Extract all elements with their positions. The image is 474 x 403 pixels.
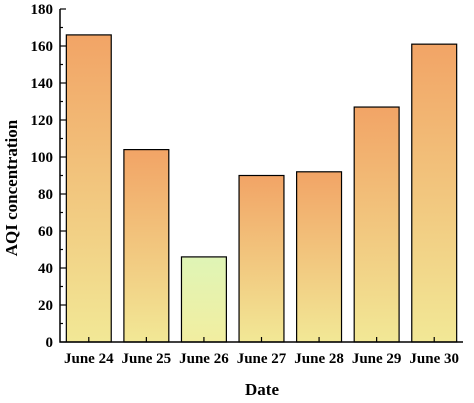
x-tick-label: June 29 [352,351,402,367]
y-tick-label: 140 [31,76,54,92]
y-tick-label: 20 [38,298,53,314]
bar-june-24 [65,34,112,343]
y-tick-label: 120 [31,113,54,129]
x-axis-ticks: June 24 June 25 June 26 June 27 June 28 June … [64,337,459,367]
x-tick-label: June 28 [294,351,344,367]
bar-june-29 [353,106,400,343]
x-axis-title: Date [245,380,279,399]
bars-group [65,34,458,343]
x-tick-label: June 26 [179,351,229,367]
bar-june-30 [411,43,458,343]
y-axis-ticks: 0 20 40 60 80 100 120 140 160 180 [31,2,66,351]
bar-june-26 [180,256,227,343]
y-tick-label: 40 [38,261,53,277]
y-tick-label: 80 [38,187,53,203]
y-tick-label: 0 [46,335,54,351]
y-tick-label: 100 [31,150,54,166]
bar-june-25 [123,149,170,343]
y-tick-label: 60 [38,224,53,240]
x-tick-label: June 30 [409,351,459,367]
bar-june-27 [238,174,285,343]
axes-frame [59,9,463,343]
bar-june-28 [296,171,343,343]
x-tick-label: June 25 [122,351,172,367]
x-tick-label: June 27 [237,351,287,367]
y-tick-label: 180 [31,2,54,18]
x-tick-label: June 24 [64,351,114,367]
y-tick-label: 160 [31,39,54,55]
y-axis-title: AQI concentration [2,119,21,256]
